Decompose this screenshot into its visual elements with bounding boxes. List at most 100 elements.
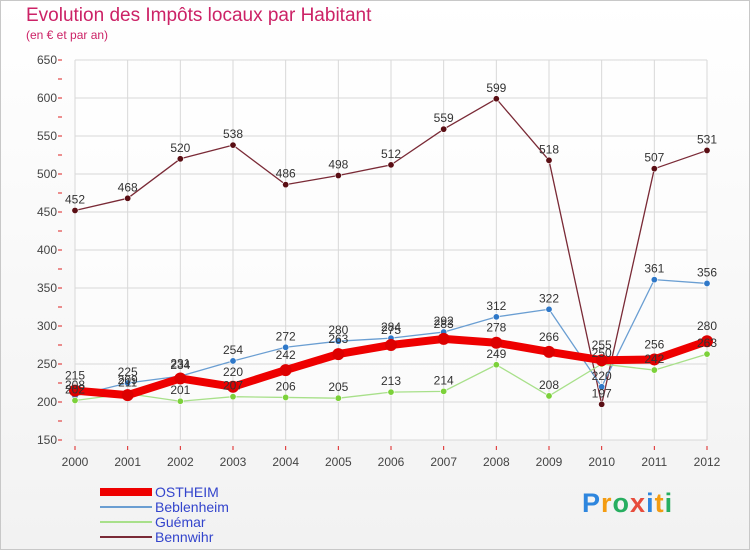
proxiti-logo: Proxiti <box>582 488 673 519</box>
x-tick-label: 2002 <box>167 455 194 469</box>
data-label-bennwihr: 520 <box>170 141 190 155</box>
y-tick-label: 600 <box>37 91 57 105</box>
data-label-guémar: 250 <box>592 346 612 360</box>
data-point-guémar <box>703 350 711 358</box>
legend-label: Beblenheim <box>155 499 229 515</box>
data-point-ostheim <box>332 348 345 361</box>
data-label-beblenheim: 356 <box>697 265 717 279</box>
y-tick-label: 350 <box>37 281 57 295</box>
data-point-beblenheim <box>545 305 553 313</box>
data-label-ostheim: 215 <box>65 369 85 383</box>
data-label-beblenheim: 361 <box>644 262 664 276</box>
data-point-ostheim <box>595 354 608 367</box>
data-point-bennwihr <box>440 125 448 133</box>
data-point-bennwihr <box>282 181 290 189</box>
data-point-beblenheim <box>650 276 658 284</box>
logo-letter: x <box>630 488 647 518</box>
data-point-bennwihr <box>229 141 237 149</box>
data-label-bennwihr: 559 <box>434 111 454 125</box>
data-point-bennwihr <box>598 400 606 408</box>
data-label-beblenheim: 312 <box>486 299 506 313</box>
data-label-ostheim: 242 <box>276 348 296 362</box>
logo-letter: i <box>664 488 674 518</box>
data-point-bennwihr <box>71 206 79 214</box>
data-point-bennwihr <box>176 155 184 163</box>
data-point-beblenheim <box>492 313 500 321</box>
data-point-ostheim <box>543 345 555 358</box>
y-tick-label: 150 <box>37 433 57 447</box>
data-point-guémar <box>176 397 184 405</box>
data-label-guémar: 249 <box>486 347 506 361</box>
x-tick-label: 2003 <box>220 455 247 469</box>
data-label-bennwihr: 518 <box>539 142 559 156</box>
data-label-beblenheim: 284 <box>381 320 401 334</box>
legend-swatch <box>100 536 152 538</box>
data-label-ostheim: 278 <box>486 321 506 335</box>
data-label-bennwihr: 538 <box>223 127 243 141</box>
data-point-guémar <box>650 366 658 374</box>
data-label-guémar: 202 <box>65 382 85 396</box>
x-tick-label: 2000 <box>62 455 89 469</box>
data-label-guémar: 213 <box>381 374 401 388</box>
data-label-bennwihr: 486 <box>276 167 296 181</box>
y-tick-label: 400 <box>37 243 57 257</box>
data-point-ostheim <box>701 335 713 348</box>
data-point-guémar <box>387 388 395 396</box>
data-point-ostheim <box>174 372 187 385</box>
legend: OSTHEIM Beblenheim Guémar Bennwihr <box>100 485 320 545</box>
logo-letter: t <box>654 488 665 518</box>
data-point-beblenheim <box>598 383 606 391</box>
logo-letter: P <box>582 488 602 518</box>
y-tick-label: 300 <box>37 319 57 333</box>
legend-label: OSTHEIM <box>155 484 219 500</box>
data-point-guémar <box>440 387 448 395</box>
x-tick-label: 2006 <box>378 455 405 469</box>
data-label-beblenheim: 208 <box>65 378 85 392</box>
data-point-ostheim <box>69 384 81 397</box>
data-point-ostheim <box>648 353 661 366</box>
data-label-ostheim: 209 <box>118 373 138 387</box>
data-label-beblenheim: 322 <box>539 291 559 305</box>
data-point-bennwihr <box>703 146 711 154</box>
legend-swatch <box>100 488 152 496</box>
data-point-ostheim <box>121 389 134 402</box>
data-label-bennwihr: 531 <box>697 132 717 146</box>
data-label-beblenheim: 225 <box>118 365 138 379</box>
data-label-ostheim: 256 <box>644 337 664 351</box>
data-label-bennwihr: 507 <box>644 151 664 165</box>
data-label-guémar: 208 <box>539 378 559 392</box>
data-point-ostheim <box>490 336 503 349</box>
data-label-beblenheim: 254 <box>223 343 243 357</box>
data-label-beblenheim: 220 <box>592 369 612 383</box>
y-tick-label: 200 <box>37 395 57 409</box>
x-tick-label: 2009 <box>536 455 563 469</box>
data-label-ostheim: 231 <box>170 356 190 370</box>
legend-item: Guémar <box>100 515 320 530</box>
data-point-guémar <box>71 396 79 404</box>
data-label-beblenheim: 280 <box>328 323 348 337</box>
data-label-ostheim: 283 <box>434 317 454 331</box>
data-label-bennwihr: 452 <box>65 192 85 206</box>
data-point-beblenheim <box>124 379 132 387</box>
x-tick-label: 2005 <box>325 455 352 469</box>
data-label-guémar: 205 <box>328 380 348 394</box>
data-point-guémar <box>229 393 237 401</box>
x-tick-label: 2004 <box>272 455 299 469</box>
logo-letter: r <box>601 488 613 518</box>
chart-subtitle: (en € et par an) <box>26 28 109 42</box>
data-point-ostheim <box>227 380 239 393</box>
data-label-guémar: 207 <box>223 379 243 393</box>
legend-label: Guémar <box>155 514 206 530</box>
data-label-ostheim: 255 <box>592 338 612 352</box>
x-tick-label: 2010 <box>588 455 615 469</box>
data-point-guémar <box>545 392 553 400</box>
data-point-bennwihr <box>387 161 395 169</box>
x-tick-label: 2001 <box>114 455 141 469</box>
data-label-ostheim: 280 <box>697 319 717 333</box>
data-point-ostheim <box>385 339 397 351</box>
x-tick-label: 2007 <box>430 455 457 469</box>
y-tick-label: 550 <box>37 129 57 143</box>
data-label-guémar: 214 <box>434 373 454 387</box>
legend-swatch <box>100 506 152 508</box>
